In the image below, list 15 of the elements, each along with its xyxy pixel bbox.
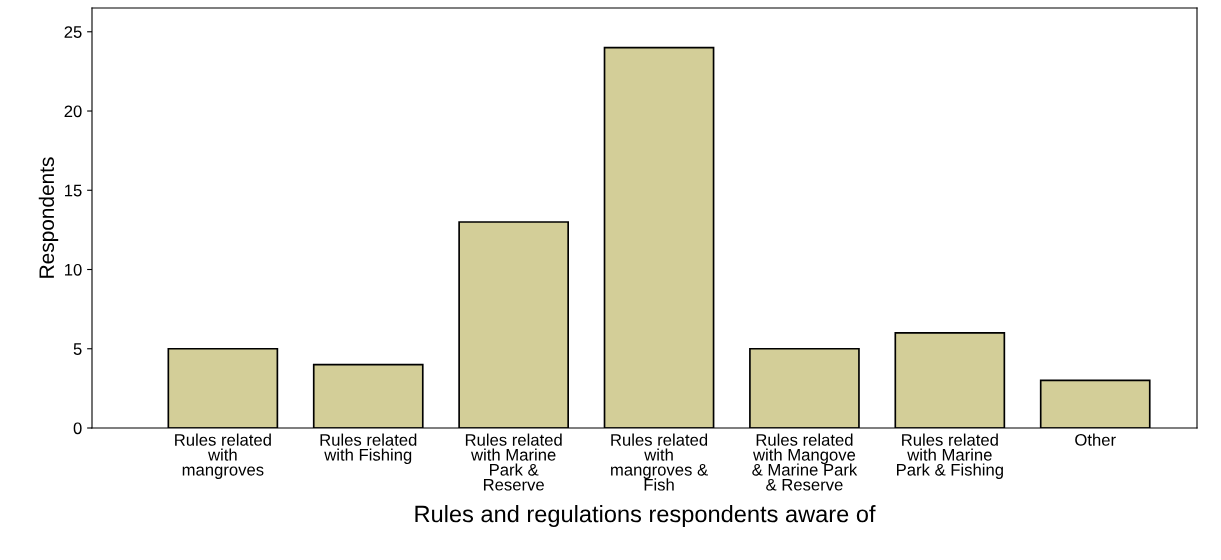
x-tick-label: Rules related with Mangove & Marine Park & Reserve <box>752 433 858 491</box>
x-tick-label: Rules related with mangroves <box>175 433 271 479</box>
x-tick-label: Other <box>1075 433 1116 446</box>
y-tick-label: 5 <box>73 343 82 355</box>
x-tick-label: Rules related with Marine Park & Fishing <box>897 433 1003 479</box>
x-tick-label: Rules related with Fishing <box>320 433 417 465</box>
y-tick-label: 15 <box>65 184 82 197</box>
x-axis-title: Rules and regulations respondents aware of <box>415 505 876 528</box>
y-tick-label: 10 <box>65 263 82 276</box>
y-tick-label: 0 <box>73 422 82 435</box>
x-tick-label: Rules related with mangroves & Fish <box>611 433 708 491</box>
y-axis-title: Respondents <box>38 157 59 278</box>
y-tick-label: 25 <box>64 26 82 38</box>
y-tick-label: 20 <box>64 105 82 118</box>
x-tick-label: Rules related with Marine Park & Reserve <box>465 433 562 491</box>
